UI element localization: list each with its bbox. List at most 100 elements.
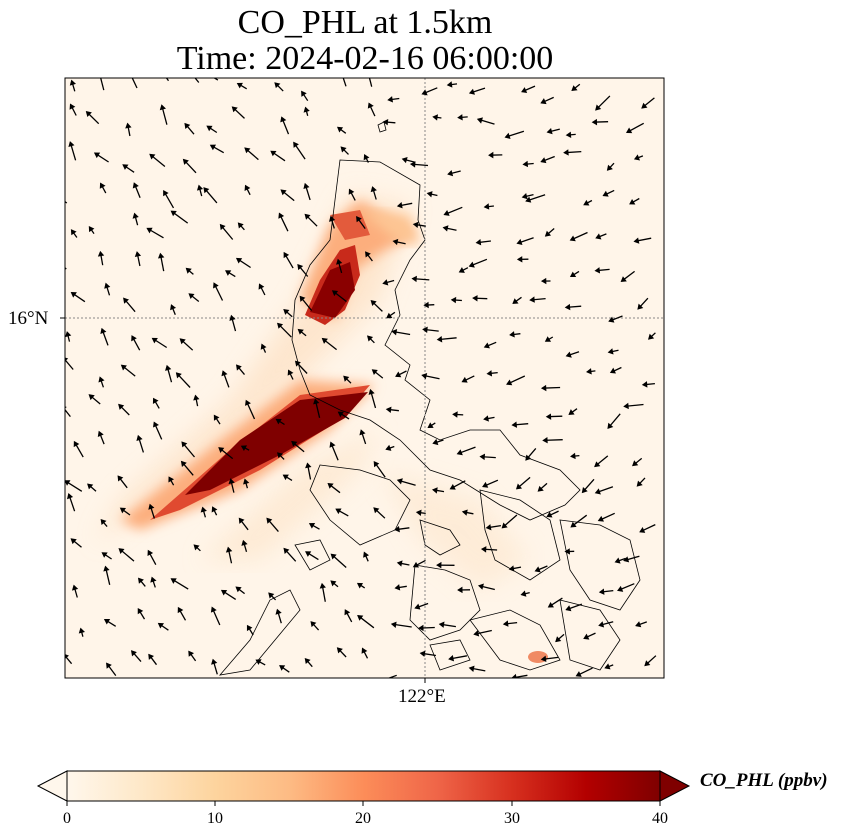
wind-arrow-head	[73, 440, 80, 448]
wind-arrow-head	[540, 277, 547, 285]
wind-arrow-head	[516, 238, 523, 245]
wind-arrow-head	[598, 621, 605, 628]
wind-arrow	[65, 200, 68, 204]
wind-arrow-head	[446, 81, 453, 88]
wind-arrow-head	[168, 476, 175, 483]
wind-arrow-head	[211, 506, 218, 513]
wind-arrow-head	[179, 338, 186, 345]
wind-arrow-head	[203, 187, 210, 194]
wind-arrow-head	[412, 221, 419, 229]
wind-arrow-head	[229, 314, 236, 321]
wind-arrow-head	[366, 335, 374, 342]
lon-tick-label: 122°E	[398, 686, 446, 707]
wind-arrow-head	[78, 627, 85, 634]
wind-arrow-head	[598, 588, 605, 595]
colorbar-label: CO_PHL (ppbv)	[700, 770, 828, 791]
wind-arrow-head	[457, 586, 463, 594]
wind-arrow-head	[280, 116, 287, 123]
wind-arrow	[131, 78, 138, 89]
wind-arrow	[100, 78, 105, 91]
wind-arrow-head	[210, 606, 217, 613]
wind-arrow-head	[151, 337, 158, 344]
wind-arrow-head	[641, 381, 648, 388]
wind-arrow	[368, 78, 373, 87]
wind-arrow-head	[565, 351, 572, 358]
wind-arrow-head	[255, 659, 262, 665]
wind-arrow-head	[485, 524, 492, 531]
wind-arrow-head	[340, 70, 344, 74]
wind-arrow	[194, 78, 200, 83]
wind-arrow-head	[180, 460, 187, 467]
wind-arrow-head	[282, 474, 289, 481]
map-frame	[64, 77, 665, 679]
wind-arrow-head	[586, 368, 592, 375]
wind-arrow-head	[385, 444, 392, 451]
wind-arrow-head	[620, 276, 627, 282]
wind-arrow-head	[394, 525, 400, 533]
wind-arrow-head	[521, 193, 528, 200]
wind-arrow-head	[279, 665, 286, 671]
wind-arrow-head	[193, 394, 200, 401]
wind-arrow-head	[327, 482, 334, 489]
wind-arrow-head	[137, 608, 144, 615]
wind-arrow-head	[516, 256, 523, 263]
wind-arrow-head	[522, 160, 529, 168]
wind-arrow-head	[163, 190, 169, 197]
wind-arrow-head	[396, 202, 403, 209]
wind-arrow-head	[363, 551, 370, 558]
wind-arrow-head	[238, 517, 245, 524]
wind-arrow-head	[521, 87, 528, 94]
lat-tick-label: 16°N	[8, 308, 49, 329]
wind-arrow-head	[297, 263, 304, 271]
wind-arrow-head	[368, 388, 375, 395]
wind-arrow-head	[188, 293, 195, 300]
wind-arrow-head	[337, 411, 344, 418]
wind-arrow-head	[458, 267, 465, 273]
wind-arrow-head	[274, 82, 281, 89]
wind-arrow-head	[591, 118, 598, 126]
wind-arrow-head	[103, 619, 111, 625]
wind-arrow-head	[447, 170, 454, 177]
wind-arrow-head	[359, 429, 366, 436]
wind-arrow-head	[118, 403, 125, 410]
wind-arrow-head	[602, 190, 609, 197]
wind-arrow-head	[193, 544, 200, 551]
wind-arrow-head	[287, 369, 294, 376]
wind-arrow-head	[213, 414, 220, 421]
wind-arrow-head	[125, 122, 132, 129]
wind-arrow-head	[565, 605, 572, 612]
wind-arrow-head	[391, 328, 398, 336]
wind-arrow-head	[277, 452, 284, 459]
wind-arrow-head	[157, 622, 165, 629]
wind-arrow-head	[297, 328, 304, 335]
wind-arrow-head	[150, 576, 157, 583]
wind-arrow-head	[188, 650, 195, 657]
wind-arrow-head	[117, 475, 124, 482]
wind-arrow-head	[131, 335, 137, 342]
wind-arrow-head	[344, 609, 351, 616]
wind-arrow-head	[93, 152, 101, 159]
colorbar-tick-label: 40	[652, 810, 668, 827]
wind-arrow-head	[515, 483, 523, 490]
wind-arrow-head	[211, 658, 218, 665]
wind-arrow-head	[387, 96, 394, 103]
wind-arrow-head	[443, 210, 450, 216]
wind-arrow-head	[200, 506, 207, 513]
wind-arrow-head	[442, 225, 449, 232]
wind-arrow-head	[310, 621, 317, 628]
wind-arrow-head	[336, 126, 344, 133]
wind-arrow-head	[482, 481, 489, 488]
wind-arrow-head	[88, 225, 95, 233]
wind-arrow-head	[146, 227, 153, 234]
wind-arrow-head	[597, 515, 604, 522]
wind-arrow-head	[321, 337, 328, 344]
wind-arrow-head	[305, 551, 312, 557]
wind-arrow-head	[502, 620, 509, 627]
wind-arrow-head	[396, 478, 403, 485]
coastlines	[218, 121, 641, 676]
wind-arrow-head	[452, 411, 458, 418]
wind-arrow-head	[390, 621, 397, 628]
colorbar-max-extend	[659, 770, 691, 802]
wind-arrow-head	[330, 580, 337, 587]
wind-arrow-head	[303, 106, 310, 113]
